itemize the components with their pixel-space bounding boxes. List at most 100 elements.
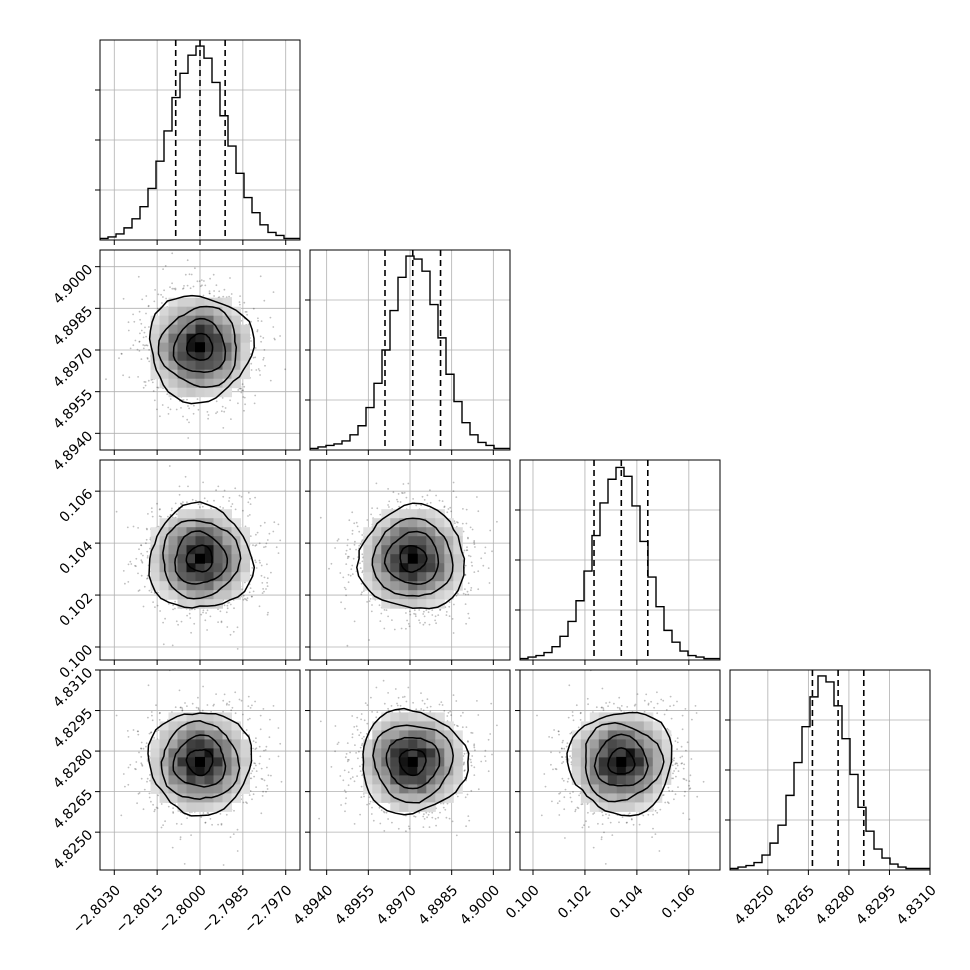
sample-point <box>564 837 566 839</box>
sample-point <box>443 506 446 508</box>
sample-point <box>180 503 183 505</box>
sample-point <box>233 809 235 812</box>
sample-point <box>202 812 205 814</box>
density-cell <box>204 757 214 767</box>
sample-point <box>191 608 193 611</box>
sample-point <box>674 763 677 765</box>
sample-point <box>602 707 605 710</box>
density-cell <box>222 775 232 785</box>
sample-point <box>441 704 444 706</box>
density-cell <box>195 360 205 371</box>
sample-point <box>252 307 255 310</box>
sample-point <box>465 726 468 728</box>
sample-point <box>431 811 434 814</box>
density-cell <box>213 784 223 794</box>
density-cell <box>240 757 250 767</box>
sample-point <box>230 293 233 295</box>
sample-point <box>653 706 655 709</box>
sample-point <box>127 563 130 566</box>
sample-point <box>465 675 467 677</box>
sample-point <box>157 794 160 797</box>
sample-point <box>346 644 349 647</box>
sample-point <box>659 808 662 811</box>
sample-point <box>558 792 560 795</box>
sample-point <box>153 399 156 402</box>
sample-point <box>470 731 473 734</box>
sample-point <box>162 621 164 624</box>
density-cell <box>643 766 654 776</box>
sample-point <box>608 814 611 816</box>
density-cell <box>186 757 196 767</box>
sample-point <box>360 593 363 596</box>
sample-point <box>358 530 361 533</box>
sample-point <box>471 564 473 567</box>
density-cell <box>240 342 250 353</box>
sample-point <box>387 818 389 820</box>
sample-point <box>366 722 369 725</box>
sample-point <box>558 800 561 802</box>
sample-point <box>159 610 161 612</box>
density-cell <box>177 793 187 803</box>
sample-point <box>616 706 619 709</box>
sample-point <box>477 714 480 716</box>
sample-point <box>145 538 148 541</box>
sample-point <box>429 710 432 713</box>
sample-point <box>462 592 465 595</box>
sample-point <box>473 766 476 769</box>
density-cell <box>598 757 609 767</box>
density-cell <box>598 784 609 794</box>
sample-point <box>465 522 468 525</box>
sample-point <box>387 615 389 618</box>
density-cell <box>213 545 223 555</box>
sample-point <box>171 287 174 290</box>
density-cell <box>444 730 454 740</box>
density-cell <box>159 315 169 326</box>
density-cell <box>417 536 427 546</box>
sample-point <box>467 536 469 539</box>
sample-point <box>172 604 174 607</box>
sample-point <box>681 755 684 758</box>
sample-point <box>347 771 350 774</box>
density-cell <box>177 545 187 555</box>
sample-point <box>462 711 464 714</box>
sample-point <box>141 298 144 301</box>
density-cell <box>372 563 382 573</box>
sample-point <box>356 525 359 528</box>
sample-point <box>366 601 368 603</box>
sample-point <box>412 701 414 704</box>
sample-point <box>260 564 263 567</box>
sample-point <box>387 707 389 710</box>
density-cell <box>231 730 241 740</box>
density-cell <box>616 793 627 803</box>
density-cell <box>213 369 223 380</box>
density-cell <box>625 775 636 785</box>
sample-point <box>226 607 229 610</box>
sample-point <box>592 846 595 849</box>
sample-point <box>380 809 383 812</box>
sample-point <box>223 489 226 492</box>
density-cell <box>390 518 400 528</box>
density-cell <box>616 802 627 812</box>
sample-point <box>452 632 455 634</box>
sample-point <box>363 719 366 722</box>
sample-point <box>672 759 675 762</box>
density-cell <box>571 757 582 767</box>
density-cell <box>372 730 382 740</box>
sample-point <box>234 487 237 490</box>
sample-point <box>378 604 381 607</box>
density-cell <box>168 739 178 749</box>
sample-point <box>355 521 358 524</box>
sample-point <box>390 705 393 707</box>
density-cell <box>195 369 205 380</box>
sample-point <box>174 516 177 519</box>
sample-point <box>477 588 480 591</box>
density-cell <box>222 324 232 335</box>
density-cell <box>381 766 391 776</box>
density-cell <box>213 527 223 537</box>
sample-point <box>192 285 195 288</box>
sample-point <box>561 747 563 750</box>
density-cell <box>231 545 241 555</box>
sample-point <box>419 622 421 624</box>
sample-point <box>358 750 360 753</box>
sample-point <box>627 813 630 816</box>
